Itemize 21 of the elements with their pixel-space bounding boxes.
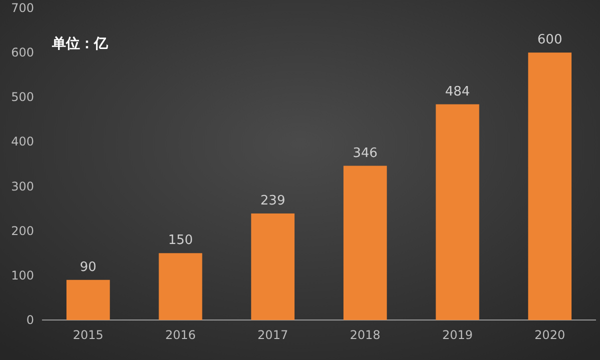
y-tick-label: 500 (11, 90, 34, 104)
data-label: 484 (445, 84, 470, 100)
y-tick-label: 700 (11, 1, 34, 15)
y-tick-label: 200 (11, 224, 34, 238)
x-tick-label: 2015 (72, 328, 104, 342)
data-label: 90 (80, 260, 96, 275)
x-tick-label: 2019 (442, 328, 473, 342)
y-tick-label: 600 (11, 46, 34, 60)
x-tick-label: 2018 (350, 328, 380, 342)
x-tick-label: 2016 (165, 328, 196, 342)
y-tick-label: 400 (11, 134, 34, 149)
y-axis-title: 单位：亿 (51, 36, 109, 52)
y-tick-label: 0 (26, 313, 34, 327)
data-label: 346 (352, 146, 378, 161)
y-tick-label: 100 (11, 268, 34, 282)
x-tick-label: 2020 (534, 328, 566, 342)
data-label: 600 (537, 32, 562, 48)
x-tick-label: 2017 (258, 328, 288, 342)
data-label: 239 (260, 193, 286, 208)
y-tick-label: 300 (11, 179, 34, 194)
data-label: 150 (168, 233, 193, 248)
